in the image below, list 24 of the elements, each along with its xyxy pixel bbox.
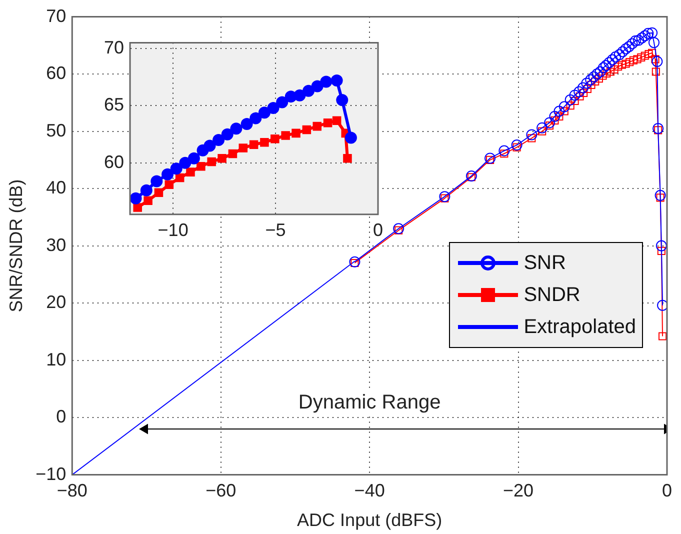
x-tick-label: −60 <box>206 480 236 501</box>
y-tick-label: 50 <box>46 120 66 140</box>
x-tick-label: −10 <box>158 220 188 240</box>
x-tick-label: −40 <box>354 480 385 501</box>
y-tick-label: 40 <box>46 178 66 198</box>
y-tick-label: 60 <box>46 63 66 84</box>
legend-label: Extrapolated <box>524 316 636 338</box>
y-tick-label: 20 <box>46 292 66 312</box>
y-tick-label: 0 <box>56 406 66 427</box>
x-tick-label: −20 <box>503 480 534 501</box>
legend-label: SNR <box>524 252 566 274</box>
annotation: Dynamic Range <box>298 391 441 414</box>
y-tick-label: 60 <box>104 152 124 172</box>
x-axis-title: ADC Input (dBFS) <box>297 510 442 530</box>
y-tick-label: 70 <box>104 37 124 58</box>
legend-label: SNDR <box>524 284 580 306</box>
x-tick-label: 0 <box>662 480 672 501</box>
y-tick-label: 10 <box>46 349 66 370</box>
y-axis-title: SNR/SNDR (dB) <box>6 179 26 312</box>
y-tick-label: 65 <box>104 94 124 115</box>
y-tick-label: 70 <box>46 6 66 26</box>
y-tick-label: 30 <box>46 234 66 255</box>
x-tick-label: 0 <box>372 220 384 240</box>
x-tick-label: −5 <box>265 220 286 240</box>
